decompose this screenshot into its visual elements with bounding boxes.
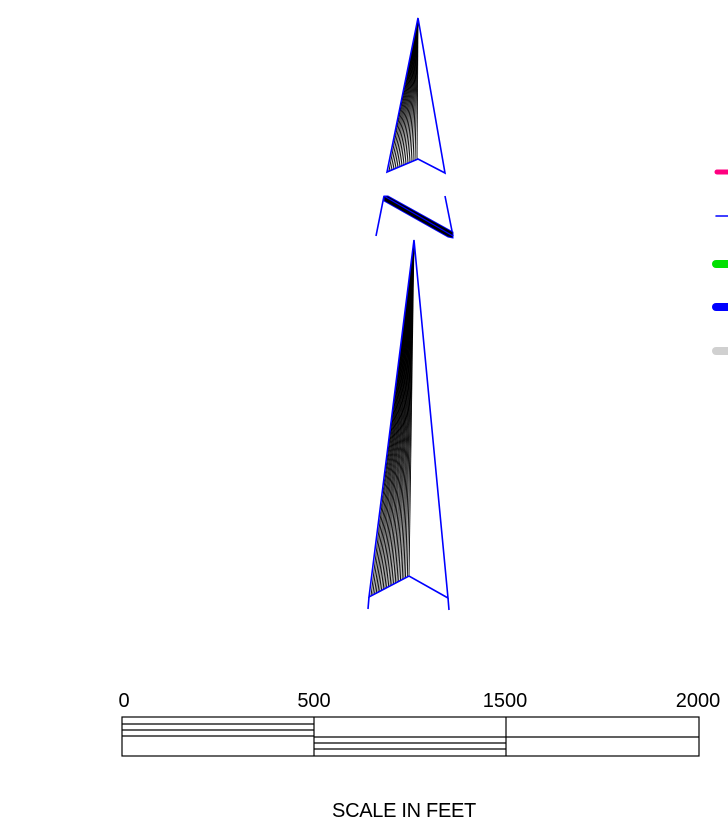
north-arrow-lower-head [367,239,450,611]
north-arrow-icon [367,17,454,611]
scale-bar-frame [121,716,700,757]
scale-tick-label: 1500 [483,690,528,712]
hatch-line [416,17,419,160]
north-arrow-upper-head [385,17,447,175]
north-arrow-lower-outline [368,239,449,600]
north-letter-n-icon [375,195,454,239]
scale-tick-label: 500 [297,690,330,712]
hatch-line [408,239,415,577]
north-arrow-upper-outline [385,17,447,175]
scale-bar: 0 500 1500 2000 SCALE IN FEET [118,690,720,822]
scale-tick-label: 0 [118,690,129,712]
scale-tick-label: 2000 [676,690,721,712]
north-arrow-lower-hatch [370,239,415,597]
north-arrow-upper-hatch [388,17,419,172]
scale-title: SCALE IN FEET [332,800,476,822]
legend [712,169,728,355]
